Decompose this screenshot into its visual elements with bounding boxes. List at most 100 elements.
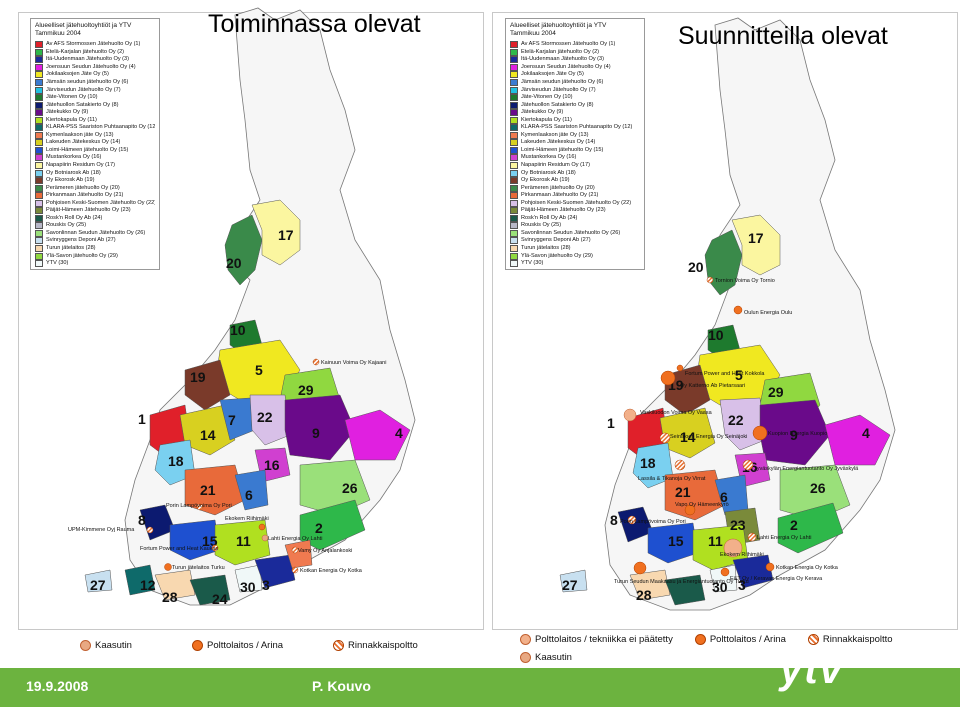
right-plant-marker (633, 561, 647, 575)
legend-item: Kiertokapula Oy (11) (35, 116, 155, 124)
legend-swatch (510, 109, 518, 117)
legend-item: Rosk'n Roll Oy Ab (24) (35, 214, 155, 223)
right-num: 10 (708, 327, 724, 343)
legend-label: Etelä-Karjalan jätehuolto Oy (2) (46, 48, 125, 55)
right-num: 15 (668, 533, 684, 549)
rinnakkaispoltto-icon (333, 640, 345, 651)
left-region-6 (234, 469, 269, 511)
legend-item: Oy Botniarosk Ab (18) (35, 169, 155, 177)
right-plant-label: Vapo Oy Hämeenkyrö (675, 502, 729, 508)
key-rinnakkais-label: Rinnakkaispoltto (822, 634, 893, 645)
legend-swatch (35, 177, 43, 185)
right-plant-marker (723, 538, 743, 558)
left-num: 6 (245, 487, 253, 503)
left-region-3 (254, 554, 296, 589)
right-num: 11 (708, 533, 723, 549)
legend-item: Järviseudun Jätehuolto Oy (7) (510, 86, 640, 94)
right-plant-marker (706, 276, 714, 284)
legend-label: Joensuun Seudun Jätehuolto Oy (4) (46, 63, 136, 70)
legend-swatch (35, 162, 43, 170)
legend-label: Pirkanmaan Jätehuolto Oy (21) (46, 192, 124, 199)
legend-item: Jätehuollon Satakierto Oy (8) (35, 101, 155, 109)
right-title: Suunnitteilla olevat (678, 22, 888, 50)
right-region-22 (719, 397, 766, 451)
legend-label: Jämsän seudun jätehuolto Oy (6) (521, 79, 604, 85)
left-region-17 (251, 199, 301, 266)
right-num: 28 (636, 587, 652, 603)
left-legend-list: Av AFS Stormossen Jätehuolto Oy (1) Etelä… (35, 41, 155, 268)
legend-label: Jämsän seudun jätehuolto Oy (6) (46, 79, 129, 85)
legend-swatch (510, 131, 518, 139)
left-num: 18 (168, 453, 184, 469)
legend-label: Napapiirin Residum Oy (17) (46, 162, 116, 169)
legend-item: Rouskis Oy (25) (510, 222, 640, 230)
left-plant-label: Vamy Oy Anjalankoski (298, 548, 352, 554)
legend-label: Svinryggens Deponi Ab (27) (46, 237, 116, 244)
right-plant-marker (623, 408, 637, 422)
legend-label: Jätekukko Oy (9) (521, 109, 564, 116)
legend-swatch (510, 116, 518, 124)
right-plant-marker (684, 504, 696, 516)
legend-swatch (510, 94, 518, 102)
legend-label: Oy Botniarosk Ab (18) (46, 169, 101, 176)
right-num: 20 (688, 259, 704, 275)
right-legend: Alueelliset jätehuoltoyhtiöt ja YTV Tamm… (505, 18, 645, 271)
left-num: 21 (200, 482, 216, 498)
legend-item: Päijät-Hämeen Jätehuolto Oy (23) (510, 207, 640, 215)
left-num: 22 (257, 409, 273, 425)
left-num: 26 (342, 480, 358, 496)
legend-swatch (510, 48, 518, 56)
polttolaitos-icon (191, 640, 203, 651)
legend-label: Loimi-Hämeen jätehuolto Oy (15) (46, 146, 129, 153)
legend-swatch (35, 109, 43, 117)
right-num: 4 (862, 425, 870, 441)
legend-label: Jätekukko Oy (9) (46, 109, 89, 116)
right-region-30 (709, 564, 738, 593)
legend-item: Lakeuden Jätekeskus Oy (14) (35, 139, 155, 147)
legend-label: Jäte-Vitonen Oy (10) (46, 94, 98, 101)
right-plant-label: Kuopion Energia Kuopio (768, 431, 827, 437)
legend-label: Lakeuden Jätekeskus Oy (14) (46, 139, 121, 146)
right-plant-label: Vaskiluodon Voima Oy Vaasa (640, 410, 713, 416)
footer-presenter: P. Kouvo (312, 678, 371, 694)
right-plant-label: Tornion Voima Oy Tornio (715, 278, 775, 284)
legend-swatch (510, 252, 518, 260)
legend-label: Itä-Uudenmaan Jätehuolto Oy (3) (46, 56, 130, 63)
legend-label: Rosk'n Roll Oy Ab (24) (46, 214, 103, 221)
legend-item: Ylä-Savon jätehuolto Oy (29) (35, 252, 155, 260)
legend-swatch (35, 139, 43, 147)
legend-item: Napapiirin Residum Oy (17) (35, 162, 155, 170)
legend-swatch (35, 252, 43, 260)
left-finland-map: 20 17 10 19 5 29 1 22 7 14 9 4 18 16 21 … (68, 7, 416, 607)
left-region-21 (184, 464, 246, 516)
right-plant-marker (765, 562, 775, 572)
right-num: 8 (610, 512, 618, 528)
left-region-30 (234, 564, 263, 593)
right-plant-label: Lassila & Tikanoja Oy Virrat (638, 476, 706, 482)
right-plant-label: Fortum Power and Heat Kokkola (685, 371, 765, 377)
legend-item: Etelä-Karjalan jätehuolto Oy (2) (510, 48, 640, 57)
right-num: 3 (738, 577, 746, 593)
right-region-27 (559, 569, 588, 593)
legend-swatch (510, 71, 518, 79)
left-region-2 (299, 499, 366, 551)
footer-bar (0, 668, 960, 707)
legend-label: Rouskis Oy (25) (46, 222, 87, 229)
right-plant-marker (733, 305, 743, 315)
legend-item: Joensuun Seudun Jätehuolto Oy (4) (35, 63, 155, 72)
left-num: 1 (138, 411, 146, 427)
left-plant-label: Ekokem Riihimäki (225, 516, 269, 522)
legend-item: YTV (30) (35, 260, 155, 268)
legend-swatch (510, 79, 518, 86)
legend-swatch (35, 86, 43, 94)
legend-item: KLARA-PSS Saariston Puhtaanapito Oy (12) (35, 124, 155, 132)
legend-swatch (510, 101, 518, 109)
right-region-15 (647, 522, 699, 564)
legend-label: Itä-Uudenmaan Jätehuolto Oy (3) (521, 56, 605, 63)
legend-label: Järviseudun Jätehuolto Oy (7) (46, 86, 121, 93)
right-plant-label: Oulun Energia Oulu (744, 310, 792, 316)
right-region-3 (732, 554, 774, 589)
left-key: Kaasutin Polttolaitos / Arina Rinnakkais… (80, 640, 418, 651)
legend-swatch (510, 237, 518, 245)
right-num: 23 (730, 517, 746, 533)
